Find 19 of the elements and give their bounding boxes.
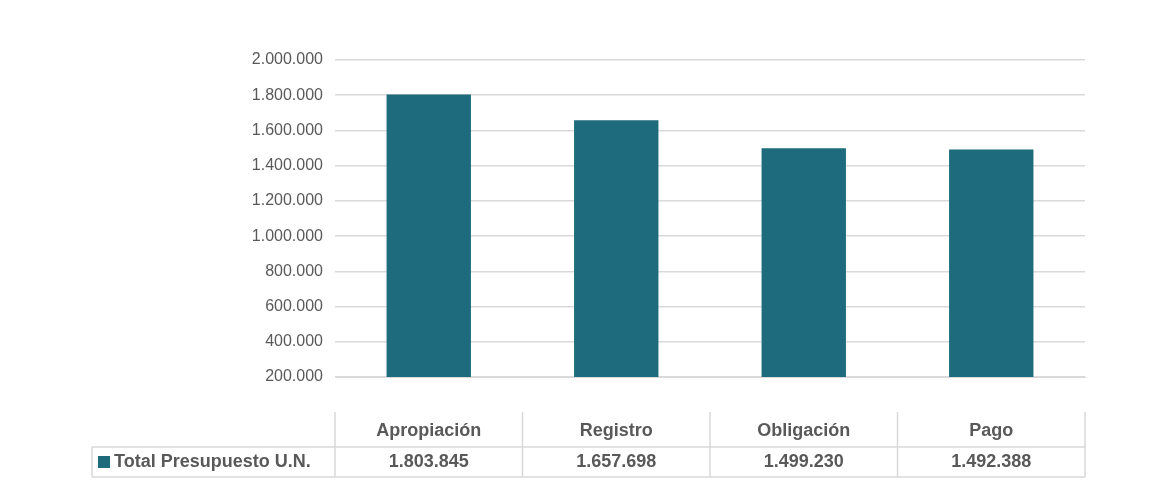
x-tick-label: Pago: [969, 420, 1014, 441]
y-tick-label: 200.000: [265, 367, 324, 385]
y-tick-label: 400.000: [265, 332, 324, 350]
y-tick-label: 1.400.000: [251, 156, 324, 174]
y-tick-label: 1.200.000: [251, 191, 324, 209]
data-label: 1.492.388: [951, 450, 1032, 471]
data-label: 1.499.230: [763, 450, 844, 471]
y-tick-label: 600.000: [265, 296, 324, 314]
y-tick-label: 1.800.000: [251, 85, 324, 103]
y-tick-label: 1.000.000: [251, 226, 324, 244]
x-tick-label: Obligación: [757, 420, 851, 441]
y-tick-label: 2.000.000: [251, 50, 324, 68]
x-tick-label: Apropiación: [376, 420, 482, 441]
x-tick-label: Registro: [579, 420, 653, 441]
legend-label: Total Presupuesto U.N.: [114, 450, 311, 471]
data-label: 1.657.698: [576, 450, 657, 471]
data-label: 1.803.845: [388, 450, 469, 471]
y-tick-label: 1.600.000: [251, 120, 324, 138]
y-tick-label: 800.000: [265, 261, 324, 279]
